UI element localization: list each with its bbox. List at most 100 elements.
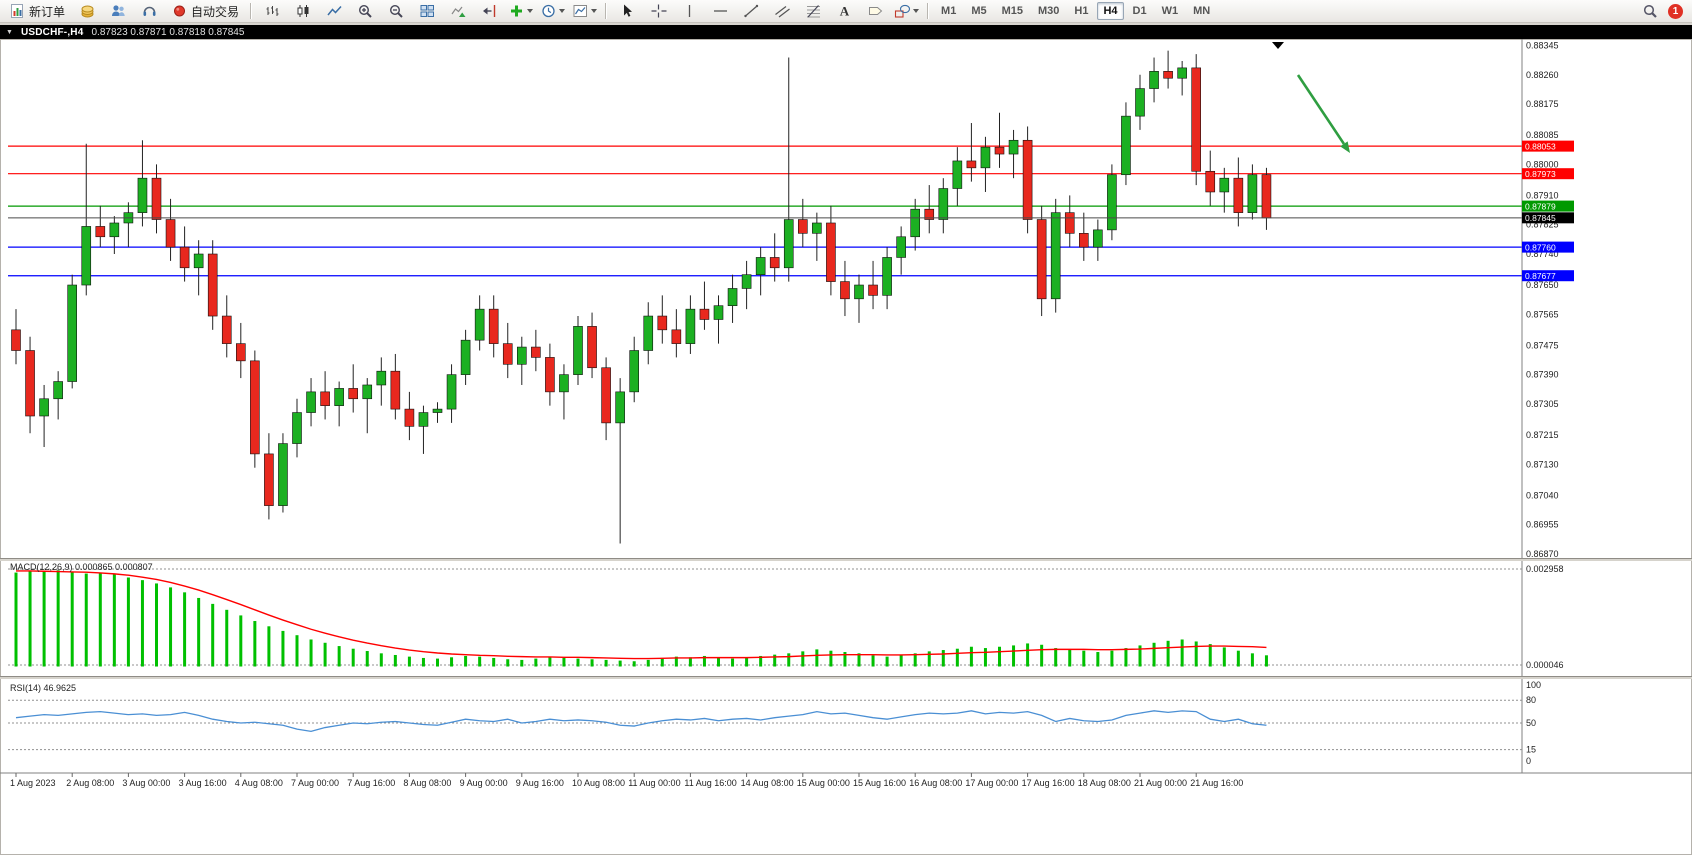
price-axis-label: 0.87040 — [1526, 490, 1559, 500]
candle-bear — [769, 257, 780, 269]
price-axis-label: 0.88260 — [1526, 70, 1559, 80]
macd-histogram-bar — [112, 574, 116, 667]
chart-shift-button[interactable] — [474, 0, 504, 22]
macd-histogram-bar — [28, 570, 32, 667]
bars-icon — [264, 3, 281, 19]
vline-icon — [681, 3, 698, 19]
shift-marker-icon[interactable] — [1272, 42, 1284, 49]
timeframe-d1-button[interactable]: D1 — [1132, 5, 1147, 17]
macd-histogram-bar — [169, 587, 173, 667]
price-tag-label: 0.88053 — [1525, 141, 1556, 151]
red-dot-icon — [171, 3, 188, 19]
trendline-button[interactable] — [736, 0, 766, 22]
cursor-button[interactable] — [612, 0, 642, 22]
symbol-dropdown-icon[interactable]: ▼ — [6, 28, 13, 36]
candle-bull — [516, 346, 527, 365]
candle-bull — [1219, 177, 1230, 193]
macd-histogram-bar — [393, 654, 397, 667]
tile-windows-button[interactable] — [412, 0, 442, 22]
macd-histogram-bar — [379, 653, 383, 667]
notification-badge[interactable]: 1 — [1668, 3, 1683, 19]
crosshair-icon — [650, 3, 667, 19]
timeframe-h4-button[interactable]: H4 — [1097, 2, 1124, 20]
timeframe-m15-button[interactable]: M15 — [1001, 5, 1023, 17]
indicators-button[interactable] — [505, 0, 536, 22]
candle-bull — [1050, 212, 1061, 300]
auto-scroll-button[interactable] — [443, 0, 473, 22]
vertical-line-button[interactable] — [674, 0, 704, 22]
macd-histogram-bar — [281, 630, 285, 667]
macd-histogram-bar — [969, 646, 973, 667]
price-axis-label: 0.87565 — [1526, 309, 1559, 319]
macd-histogram-bar — [155, 583, 158, 667]
candle-bear — [1205, 170, 1216, 193]
channel-button[interactable] — [767, 0, 797, 22]
candle-bull — [446, 374, 457, 410]
candle-bull — [334, 388, 344, 406]
macd-histogram-bar — [1166, 640, 1170, 667]
horizontal-line-button[interactable] — [705, 0, 735, 22]
time-axis-label: 7 Aug 16:00 — [347, 778, 395, 788]
search-button[interactable] — [1635, 0, 1665, 22]
new-order-button[interactable]: 新订单 — [3, 0, 71, 22]
templates-button[interactable] — [569, 0, 600, 22]
crosshair-button[interactable] — [643, 0, 673, 22]
candle-bear — [1079, 233, 1089, 248]
timeframe-m5-button[interactable]: M5 — [971, 5, 987, 17]
macd-histogram-bar — [632, 661, 636, 667]
time-axis-label: 9 Aug 00:00 — [460, 778, 508, 788]
text-button[interactable]: A — [829, 0, 859, 22]
candle-bull — [1149, 71, 1159, 89]
candle-bear — [826, 222, 836, 282]
line-icon — [326, 3, 343, 19]
macd-histogram-bar — [84, 573, 88, 667]
macd-histogram-bar — [688, 657, 692, 667]
channel-icon — [774, 3, 791, 19]
community-button[interactable] — [103, 0, 133, 22]
doc-chart-icon — [9, 3, 26, 19]
macd-histogram-bar — [1236, 650, 1240, 667]
candle-bear — [587, 326, 597, 369]
line-chart-type-button[interactable] — [319, 0, 349, 22]
zoom-in-button[interactable] — [350, 0, 380, 22]
macd-histogram-bar — [843, 652, 847, 667]
macd-histogram-bar — [239, 615, 243, 667]
shapes-button[interactable] — [891, 0, 922, 22]
price-tag — [1522, 168, 1574, 180]
macd-histogram-bar — [590, 659, 594, 667]
support-button[interactable] — [134, 0, 164, 22]
panel-separator[interactable] — [0, 676, 1692, 679]
macd-histogram-bar — [941, 650, 945, 667]
macd-histogram-bar — [267, 626, 271, 667]
candle-bull — [755, 257, 766, 275]
timeframe-m30-button[interactable]: M30 — [1038, 5, 1060, 17]
time-axis-label: 16 Aug 08:00 — [909, 778, 962, 788]
periods-button[interactable] — [537, 0, 568, 22]
bar-chart-type-button[interactable] — [257, 0, 287, 22]
macd-histogram-bar — [506, 659, 510, 667]
timeframe-h1-button[interactable]: H1 — [1074, 5, 1089, 17]
macd-histogram-bar — [548, 657, 552, 667]
price-axis-label: 0.87740 — [1526, 249, 1559, 259]
timeframe-w1-button[interactable]: W1 — [1161, 5, 1179, 17]
candle-bear — [966, 160, 977, 169]
time-axis-label: 11 Aug 00:00 — [628, 778, 680, 788]
market-button[interactable] — [72, 0, 102, 22]
macd-histogram-bar — [197, 597, 201, 667]
macd-histogram-bar — [323, 642, 327, 667]
autotrading-button[interactable]: 自动交易 — [165, 0, 245, 22]
timeframe-mn-button[interactable]: MN — [1193, 5, 1211, 17]
candles-icon — [295, 3, 312, 19]
annotation-arrow-line[interactable] — [1296, 74, 1345, 145]
price-chart-canvas[interactable]: 0.883450.882600.881750.880850.880000.879… — [0, 39, 1692, 855]
timeframe-m1-button[interactable]: M1 — [941, 5, 957, 17]
fibonacci-button[interactable] — [798, 0, 828, 22]
label-button[interactable] — [860, 0, 890, 22]
annotation-arrow-head[interactable] — [1340, 141, 1350, 153]
panel-separator[interactable] — [0, 558, 1692, 561]
zoom-out-button[interactable] — [381, 0, 411, 22]
macd-histogram-bar — [253, 621, 257, 667]
people-icon — [110, 3, 127, 19]
macd-histogram-bar — [927, 651, 931, 667]
candlestick-type-button[interactable] — [288, 0, 318, 22]
